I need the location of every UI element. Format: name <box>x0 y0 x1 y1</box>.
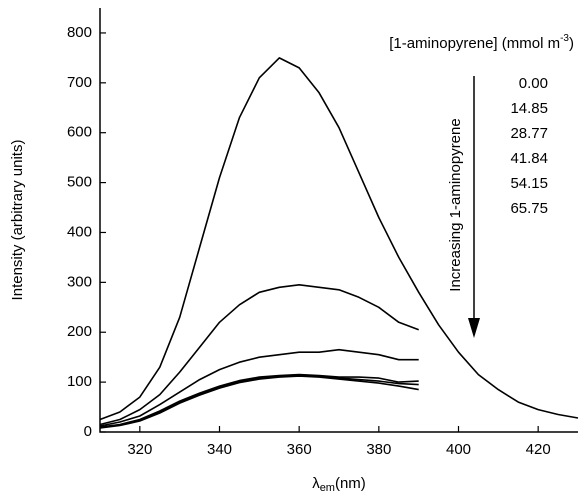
arrow-head <box>468 318 480 338</box>
x-tick-label: 420 <box>526 441 551 458</box>
y-tick-label: 100 <box>67 373 92 390</box>
y-tick-label: 0 <box>84 423 92 440</box>
series-line <box>99 375 419 429</box>
legend-title-text: [1-aminopyrene] (mmol m <box>389 35 560 52</box>
x-tick-label: 360 <box>287 441 312 458</box>
legend-entry: 14.85 <box>510 100 548 117</box>
legend-title: [1-aminopyrene] (mmol m-3) <box>389 33 574 52</box>
series-line <box>99 57 579 421</box>
legend-entry: 54.15 <box>510 175 548 192</box>
x-label-symbol: λ <box>312 475 320 492</box>
legend-title-sup: -3 <box>560 33 569 44</box>
x-tick-label: 380 <box>366 441 391 458</box>
x-label-sub: em <box>320 482 335 494</box>
x-tick-label: 340 <box>207 441 232 458</box>
legend-entry: 28.77 <box>510 125 548 142</box>
series-line <box>99 284 419 426</box>
legend-entry: 41.84 <box>510 150 548 167</box>
y-tick-label: 500 <box>67 174 92 191</box>
y-tick-label: 700 <box>67 74 92 91</box>
y-tick-label: 400 <box>67 223 92 240</box>
series-line <box>99 373 419 428</box>
x-tick-label: 320 <box>127 441 152 458</box>
y-tick-label: 600 <box>67 124 92 141</box>
series-line <box>99 374 419 429</box>
legend-entry: 0.00 <box>519 75 548 92</box>
x-axis-label: λem(nm) <box>312 475 366 494</box>
axis-line <box>99 8 578 433</box>
y-tick-label: 800 <box>67 24 92 41</box>
series-line <box>99 348 419 427</box>
x-tick-label: 400 <box>446 441 471 458</box>
annotation: Increasing 1-aminopyrene <box>447 118 464 291</box>
x-label-unit: (nm) <box>335 475 366 492</box>
y-tick-label: 300 <box>67 273 92 290</box>
y-axis-label: Intensity (arbitrary units) <box>9 140 26 301</box>
y-tick-label: 200 <box>67 323 92 340</box>
legend-entry: 65.75 <box>510 200 548 217</box>
legend-title-end: ) <box>569 35 574 52</box>
